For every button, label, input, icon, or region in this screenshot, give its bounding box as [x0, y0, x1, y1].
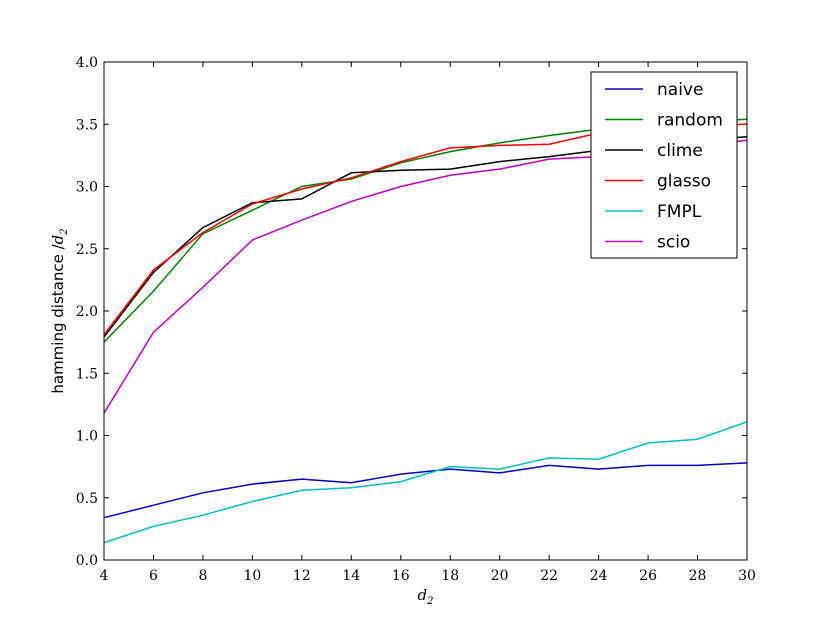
legend-box: [590, 71, 738, 259]
y-tick-label: 3.5: [76, 117, 98, 133]
y-axis-label-subscript: 2: [59, 228, 70, 235]
legend-entry-label: glasso: [657, 172, 711, 192]
x-tick-label: 12: [293, 568, 311, 584]
series-line-naive: [103, 462, 748, 519]
x-axis-label-subscript: 2: [426, 596, 433, 607]
x-tick-label: 22: [540, 568, 558, 584]
y-tick-label: 4.0: [76, 55, 98, 71]
plot-frame: [103, 61, 748, 561]
x-tick-label: 26: [639, 568, 657, 584]
x-tick-label: 16: [392, 568, 410, 584]
x-tick-label: 24: [590, 568, 608, 584]
x-tick-label: 6: [149, 568, 158, 584]
y-tick-label: 0.5: [76, 491, 98, 507]
x-tick-label: 28: [689, 568, 707, 584]
y-tick-label: 3.0: [76, 180, 98, 196]
legend: naive random clime glasso FMPL scio: [590, 71, 738, 259]
x-tick-label: 4: [100, 568, 109, 584]
y-tick-label: 1.0: [76, 429, 98, 445]
y-tick-label: 2.0: [76, 304, 98, 320]
legend-entry-label: scio: [657, 233, 690, 253]
y-tick-label: 1.5: [76, 366, 98, 382]
x-tick-label: 14: [342, 568, 360, 584]
x-tick-label: 10: [243, 568, 261, 584]
x-tick-label: 20: [491, 568, 509, 584]
legend-entry-label: FMPL: [657, 202, 702, 222]
y-axis-label: hamming distance /d2: [49, 228, 70, 393]
legend-entry-label: random: [657, 111, 723, 131]
axes: 4 6 8 10 12 14 16 18 20 22 24 26 28 30 0.0 0.5 1.0 1.5 2.0…: [76, 55, 756, 584]
y-tick-label: 0.0: [76, 553, 98, 569]
legend-entry-label: naive: [657, 80, 703, 100]
series-line-fmpl: [103, 421, 748, 544]
x-tick-label: 8: [198, 568, 207, 584]
legend-entry-label: clime: [657, 141, 703, 161]
y-axis-label-variable: d: [49, 235, 67, 245]
x-tick-label: 18: [441, 568, 459, 584]
x-axis-label: d2: [418, 586, 434, 607]
y-tick-label: 2.5: [76, 242, 98, 258]
x-tick-label: 30: [738, 568, 756, 584]
